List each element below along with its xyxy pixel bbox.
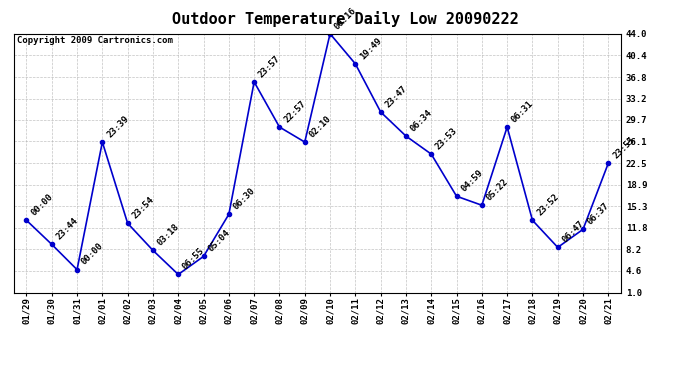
Text: 05:04: 05:04	[206, 228, 232, 254]
Text: 00:00: 00:00	[29, 192, 55, 217]
Text: 06:47: 06:47	[560, 219, 586, 245]
Text: 00:16: 00:16	[333, 6, 358, 31]
Text: 23:53: 23:53	[434, 126, 460, 152]
Text: 23:44: 23:44	[55, 216, 80, 242]
Text: 02:10: 02:10	[308, 114, 333, 139]
Text: 00:00: 00:00	[80, 242, 105, 267]
Text: 04:59: 04:59	[460, 168, 484, 194]
Text: 05:22: 05:22	[484, 177, 510, 203]
Text: 23:39: 23:39	[105, 114, 130, 139]
Text: 23:47: 23:47	[384, 84, 408, 109]
Text: 06:30: 06:30	[232, 186, 257, 211]
Text: 06:31: 06:31	[510, 99, 535, 124]
Text: Copyright 2009 Cartronics.com: Copyright 2009 Cartronics.com	[17, 36, 172, 45]
Text: 23:54: 23:54	[130, 195, 156, 220]
Text: 03:18: 03:18	[156, 222, 181, 248]
Text: 23:55: 23:55	[611, 135, 636, 160]
Text: 06:55: 06:55	[181, 246, 206, 272]
Text: 06:34: 06:34	[408, 108, 434, 133]
Text: 22:57: 22:57	[282, 99, 308, 124]
Text: 06:37: 06:37	[586, 201, 611, 226]
Text: 23:52: 23:52	[535, 192, 560, 217]
Text: Outdoor Temperature Daily Low 20090222: Outdoor Temperature Daily Low 20090222	[172, 11, 518, 27]
Text: 19:49: 19:49	[358, 36, 384, 61]
Text: 23:57: 23:57	[257, 54, 282, 79]
